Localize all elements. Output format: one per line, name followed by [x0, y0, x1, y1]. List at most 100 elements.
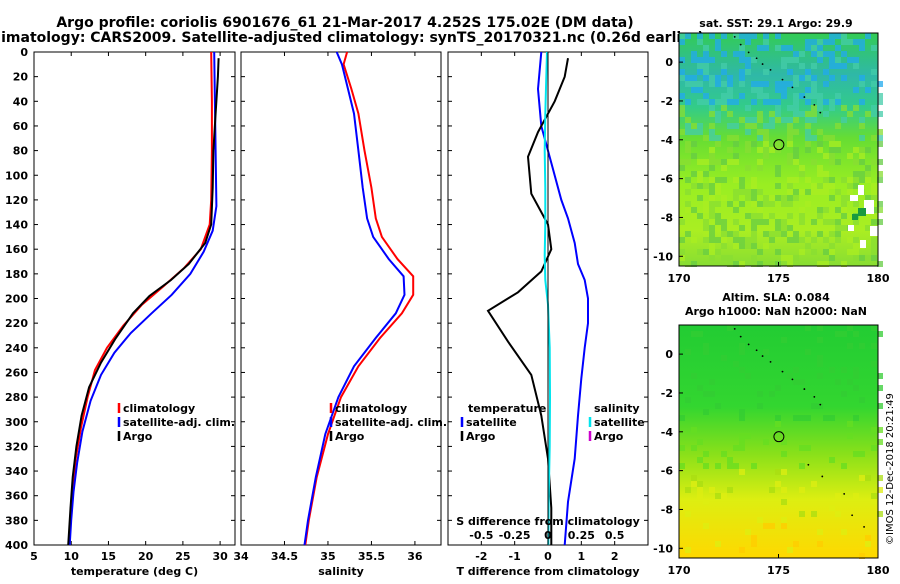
y-tick-label: 120	[5, 194, 28, 207]
map-cell	[691, 81, 697, 87]
map-cell	[703, 349, 709, 355]
map-cell	[697, 63, 703, 69]
map-cell	[817, 213, 823, 219]
map-cell	[799, 165, 805, 171]
map-cell	[805, 117, 811, 123]
map-cell	[877, 141, 883, 147]
map-cell	[709, 249, 715, 255]
map-cell	[697, 123, 703, 129]
map-cell	[775, 481, 781, 487]
map-cell	[739, 415, 745, 421]
map-cell	[721, 219, 727, 225]
map-cell	[859, 123, 865, 129]
map-cell	[763, 81, 769, 87]
map-cell	[679, 159, 685, 165]
s-tick-label: -0.25	[499, 529, 531, 542]
cloud-mask	[858, 185, 864, 195]
temperature-frame	[33, 51, 236, 546]
island-dot	[747, 51, 750, 54]
map-cell	[853, 159, 859, 165]
map-cell	[703, 69, 709, 75]
map-cell	[793, 159, 799, 165]
s-tick-label: 0	[544, 529, 552, 542]
legend-label: satellite-adj. clim.	[123, 416, 235, 429]
legend-label: satellite-adj. clim.	[335, 416, 447, 429]
map-cell	[877, 439, 883, 445]
map-cell	[697, 481, 703, 487]
map-cell	[709, 243, 715, 249]
map-cell	[811, 93, 817, 99]
map-cell	[847, 153, 853, 159]
map-cell	[739, 45, 745, 51]
map-cell	[823, 177, 829, 183]
map-cell	[853, 255, 859, 261]
island-dot	[813, 103, 816, 106]
map-cell	[733, 463, 739, 469]
map-cell	[781, 219, 787, 225]
map-cell	[685, 261, 691, 267]
map-cell	[733, 51, 739, 57]
map-cell	[841, 261, 847, 267]
map-cell	[835, 237, 841, 243]
map-cell	[685, 147, 691, 153]
map-cell	[691, 75, 697, 81]
map-cell	[685, 33, 691, 39]
map-cell	[853, 201, 859, 207]
map-cell	[835, 493, 841, 499]
island-dot	[769, 68, 772, 71]
map-cell	[739, 69, 745, 75]
map-cell	[835, 225, 841, 231]
map-cell	[721, 237, 727, 243]
legend-label: satellite	[466, 416, 517, 429]
map-cell	[835, 219, 841, 225]
map-cell	[823, 415, 829, 421]
map-cell	[817, 541, 823, 547]
map-cell	[781, 469, 787, 475]
x-tick-label: 180	[867, 564, 890, 577]
map-cell	[853, 367, 859, 373]
island-dot	[813, 395, 816, 398]
map-cell	[853, 87, 859, 93]
map-cell	[739, 51, 745, 57]
map-cell	[733, 361, 739, 367]
map-cell	[709, 391, 715, 397]
map-cell	[709, 213, 715, 219]
map-cell	[703, 57, 709, 63]
map-cell	[679, 255, 685, 261]
map-cell	[787, 373, 793, 379]
map-cell	[739, 547, 745, 553]
map-cell	[751, 189, 757, 195]
map-cell	[799, 487, 805, 493]
map-cell	[745, 129, 751, 135]
map-cell	[739, 117, 745, 123]
map-cell	[709, 231, 715, 237]
map-cell	[751, 219, 757, 225]
map-cell	[793, 415, 799, 421]
map-cell	[781, 231, 787, 237]
map-cell	[769, 117, 775, 123]
map-cell	[721, 51, 727, 57]
map-cell	[835, 45, 841, 51]
map-cell	[841, 33, 847, 39]
y-tick-label: 0	[665, 348, 673, 361]
map-cell	[787, 189, 793, 195]
map-cell	[697, 39, 703, 45]
map-cell	[679, 129, 685, 135]
map-cell	[697, 33, 703, 39]
map-cell	[757, 93, 763, 99]
map-cell	[859, 147, 865, 153]
y-tick-label: -2	[661, 95, 673, 108]
map-cell	[799, 445, 805, 451]
map-cell	[829, 177, 835, 183]
map-cell	[775, 231, 781, 237]
map-cell	[853, 237, 859, 243]
map-cell	[853, 183, 859, 189]
map-cell	[751, 99, 757, 105]
map-cell	[727, 111, 733, 117]
legend-salinity-title: salinity	[594, 402, 640, 415]
map-cell	[739, 189, 745, 195]
map-cell	[679, 237, 685, 243]
map-cell	[847, 237, 853, 243]
island-dot	[761, 355, 764, 357]
map-cell	[781, 57, 787, 63]
